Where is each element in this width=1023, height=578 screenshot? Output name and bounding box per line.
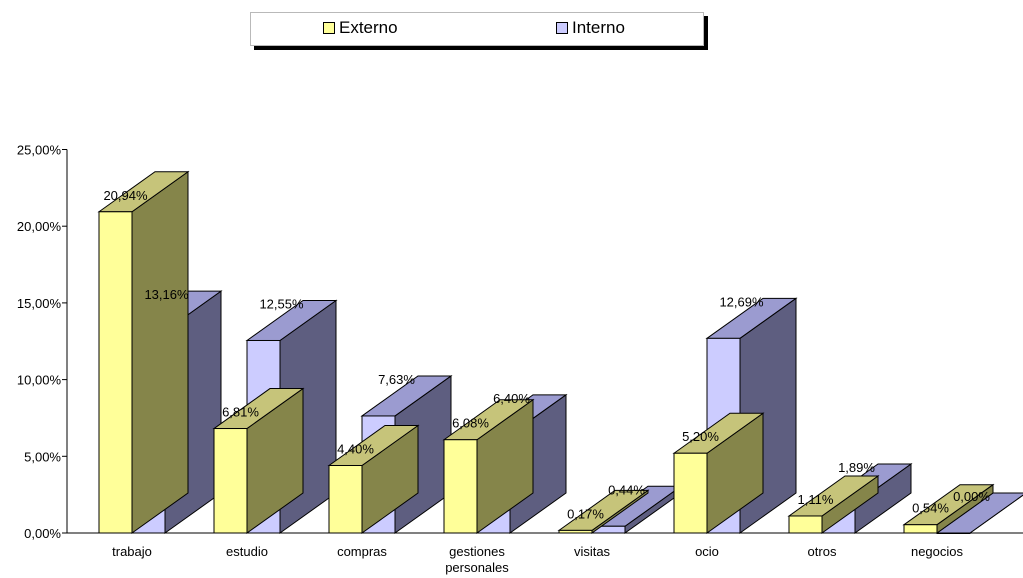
bar-front [443,439,478,534]
bar-front [936,532,971,534]
legend-item-externo: Externo [323,18,398,38]
data-label-externo: 6,08% [452,416,489,431]
legend-swatch-interno [556,22,568,34]
x-tick-label: ocio [695,544,719,559]
legend: Externo Interno [250,12,704,46]
bar-externo [97,170,190,534]
bar-front [213,428,248,534]
bar-front [673,452,708,534]
bar-externo [327,424,420,534]
bar-externo [557,489,650,534]
data-label-externo: 4,40% [337,442,374,457]
y-tick-label: 25,00% [17,143,62,158]
bar-front [903,524,938,534]
bar-externo [212,387,305,534]
data-label-externo: 20,94% [103,188,148,203]
bar-front [788,515,823,534]
data-label-interno: 7,63% [378,372,415,387]
bar-externo [902,483,995,534]
data-label-externo: 0,17% [567,506,604,521]
data-label-interno: 0,44% [608,482,645,497]
bar-side [131,170,189,534]
bar-front [558,529,593,534]
y-tick-label: 0,00% [24,526,61,541]
data-label-externo: 1,11% [798,492,834,507]
bar-externo [672,412,765,534]
y-tick-label: 10,00% [17,373,62,388]
legend-label-externo: Externo [339,18,398,37]
bar-externo [442,398,535,534]
bars [97,170,1023,534]
y-tick-label: 15,00% [17,296,62,311]
data-label-externo: 6,81% [222,405,259,420]
x-tick-label: trabajo [112,544,152,559]
y-tick-label: 5,00% [24,449,61,464]
x-tick-label: gestiones [449,544,505,559]
x-tick-label: otros [808,544,837,559]
data-label-interno: 13,16% [144,287,189,302]
x-tick-label: estudio [226,544,268,559]
bar-externo [787,475,880,534]
bar-front [328,465,363,534]
x-tick-label: personales [445,560,509,575]
data-label-interno: 12,55% [259,296,304,311]
data-label-interno: 12,69% [719,294,764,309]
legend-swatch-externo [323,22,335,34]
x-axis-labels: trabajo estudio compras gestionespersonales… [112,544,963,575]
legend-label-interno: Interno [572,18,625,37]
y-tick-label: 20,00% [17,219,62,234]
data-label-interno: 0,00% [953,489,990,504]
x-tick-label: compras [337,544,387,559]
legend-item-interno: Interno [556,18,625,38]
bar-front [98,211,133,534]
data-label-interno: 1,89% [838,460,875,475]
x-tick-label: visitas [574,544,611,559]
data-label-externo: 5,20% [682,429,719,444]
data-labels: 20,94% 13,16% 6,81% 12,55% 4,40% 7,63% 6,08% 6,… [103,188,990,522]
data-label-externo: 0,54% [912,501,949,516]
x-tick-label: negocios [911,544,964,559]
data-label-interno: 6,40% [493,391,530,406]
